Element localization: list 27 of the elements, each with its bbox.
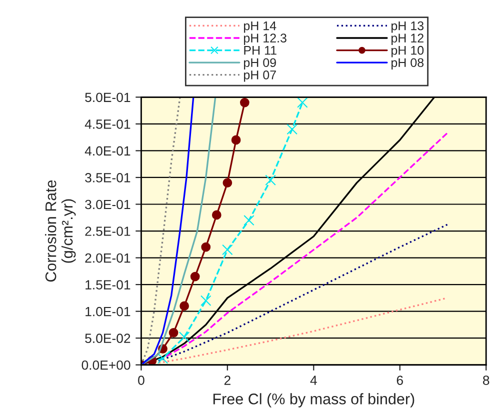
y-tick-label: 4.0E-01 [84, 146, 130, 156]
y-tick-label: 5.0E-01 [85, 92, 130, 102]
legend-label: pH 09 [244, 58, 276, 70]
x-tick-label: 0 [138, 376, 144, 385]
legend-label: pH 12 [392, 34, 424, 45]
y-tick-label: 1.0E-01 [86, 306, 130, 316]
x-tick-label: 2 [224, 376, 230, 385]
y-tick-label: 2.5E-01 [85, 226, 130, 236]
x-axis-title: Free Cl (% by mass of binder) [213, 393, 414, 408]
y-tick-label: 5.0E-02 [85, 334, 130, 344]
y-axis-title: Corrosion Rate (g/cm².yr) [45, 180, 76, 282]
x-tick-label: 6 [396, 376, 403, 385]
legend-label: pH 12.3 [244, 34, 286, 45]
legend-label: pH 07 [244, 70, 276, 82]
legend-label: pH 13 [392, 21, 424, 33]
y-tick-label: 0.0E+00 [82, 360, 130, 370]
y-tick-label: 3.0E-01 [85, 200, 130, 210]
legend-label: pH 08 [392, 58, 424, 70]
y-tick-label: 3.5E-01 [85, 173, 130, 182]
legend-label: PH 11 [244, 46, 276, 55]
legend-label: pH 14 [244, 22, 276, 33]
x-tick-label: 4 [310, 376, 317, 385]
x-tick-label: 8 [483, 376, 490, 385]
y-tick-label: 4.5E-01 [84, 120, 130, 129]
y-tick-label: 2.0E-01 [85, 253, 130, 263]
legend-label: pH 10 [392, 46, 424, 58]
y-tick-label: 1.5E-01 [86, 280, 130, 290]
